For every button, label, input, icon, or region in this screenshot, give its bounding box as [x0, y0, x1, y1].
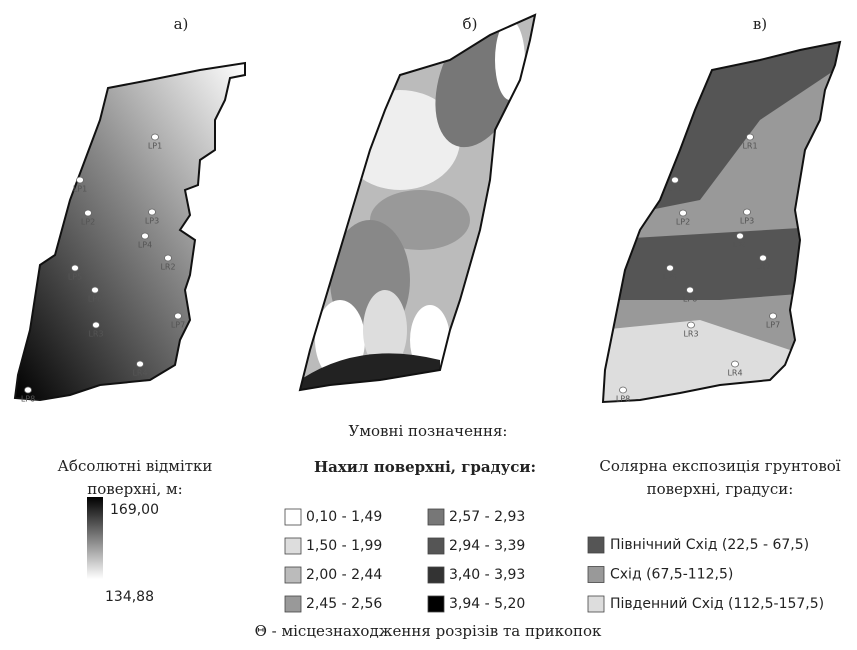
site-label: LR4 [727, 369, 742, 378]
site-label: LP7 [171, 321, 185, 330]
site-marker [687, 287, 694, 293]
site-marker [680, 210, 687, 216]
site-label: LP6 [88, 295, 102, 304]
legend-swatch [428, 538, 444, 554]
site-marker [667, 265, 674, 271]
legend-swatch [285, 509, 301, 525]
site-marker [77, 177, 84, 183]
site-label: LP3 [145, 217, 159, 226]
site-label: LP4 [733, 241, 747, 250]
site-marker [152, 134, 159, 140]
site-label: LR3 [683, 330, 698, 339]
site-marker [92, 287, 99, 293]
site-marker [760, 255, 767, 261]
legend-label: 2,45 - 2,56 [306, 596, 382, 612]
site-marker [137, 361, 144, 367]
site-marker [72, 265, 79, 271]
figure: а) б) в) Умовні позначення: Абсолютні ві… [0, 0, 857, 650]
site-label: LR2 [160, 263, 175, 272]
site-label: LP1 [668, 185, 682, 194]
site-marker [747, 134, 754, 140]
site-label: LP1 [73, 185, 87, 194]
site-marker [93, 322, 100, 328]
legend-label: Північний Схід (22,5 - 67,5) [610, 537, 809, 553]
site-marker [770, 313, 777, 319]
legend-label: 3,94 - 5,20 [449, 596, 525, 612]
legend-heading: Солярна експозиція грунтової [599, 457, 840, 475]
site-marker [732, 361, 739, 367]
site-marker [149, 209, 156, 215]
site-label: LP2 [676, 218, 690, 227]
site-label: LP5 [68, 273, 82, 282]
elevation-ramp [87, 497, 103, 579]
panel-label: а) [174, 15, 189, 33]
ramp-label: 134,88 [105, 589, 154, 605]
ramp-label: 169,00 [110, 502, 159, 518]
legend-label: Схід (67,5-112,5) [610, 567, 733, 583]
site-label: LR4 [132, 369, 147, 378]
site-label: LR3 [88, 330, 103, 339]
elevation-map [15, 63, 245, 400]
legend-label: 0,10 - 1,49 [306, 509, 382, 525]
panel-label: б) [463, 15, 478, 33]
site-label: LR1 [742, 142, 757, 151]
site-marker [672, 177, 679, 183]
site-label: LP5 [663, 273, 677, 282]
legend-heading: Абсолютні відмітки [58, 457, 213, 475]
site-label: LP2 [81, 218, 95, 227]
site-label: LP6 [683, 295, 697, 304]
site-marker [25, 387, 32, 393]
legend-swatch [428, 596, 444, 612]
aspect-map [600, 30, 850, 410]
site-marker [620, 387, 627, 393]
site-label: LP7 [766, 321, 780, 330]
legend-swatch [428, 509, 444, 525]
site-marker [165, 255, 172, 261]
legend-swatch [285, 567, 301, 583]
slope-map [290, 1, 550, 400]
legend-label: Південний Схід (112,5-157,5) [610, 596, 824, 612]
site-label: LP3 [740, 217, 754, 226]
site-marker [85, 210, 92, 216]
legend-swatch [428, 567, 444, 583]
legend-swatch [285, 596, 301, 612]
legend-title: Умовні позначення: [348, 422, 507, 440]
legend-swatch [588, 596, 604, 612]
site-label: LP4 [138, 241, 152, 250]
site-label: LP8 [21, 395, 35, 404]
legend-heading: поверхні, м: [87, 480, 182, 498]
site-label: LR2 [755, 263, 770, 272]
legend-label: 2,57 - 2,93 [449, 509, 525, 525]
panel-label: в) [753, 15, 767, 33]
legend-label: 2,00 - 2,44 [306, 567, 382, 583]
footnote: Θ - місцезнаходження розрізів та прикопо… [255, 622, 602, 640]
legend-heading: поверхні, градуси: [647, 480, 794, 498]
legend-swatch [588, 567, 604, 583]
legend-swatch [588, 537, 604, 553]
site-marker [744, 209, 751, 215]
site-marker [175, 313, 182, 319]
site-marker [142, 233, 149, 239]
legend-swatch [285, 538, 301, 554]
site-marker [737, 233, 744, 239]
legend-label: 2,94 - 3,39 [449, 538, 525, 554]
site-label: LP1 [148, 142, 162, 151]
legend-label: 1,50 - 1,99 [306, 538, 382, 554]
legend-label: 3,40 - 3,93 [449, 567, 525, 583]
site-marker [688, 322, 695, 328]
site-label: LP8 [616, 395, 630, 404]
legend-heading: Нахил поверхні, градуси: [314, 458, 536, 476]
